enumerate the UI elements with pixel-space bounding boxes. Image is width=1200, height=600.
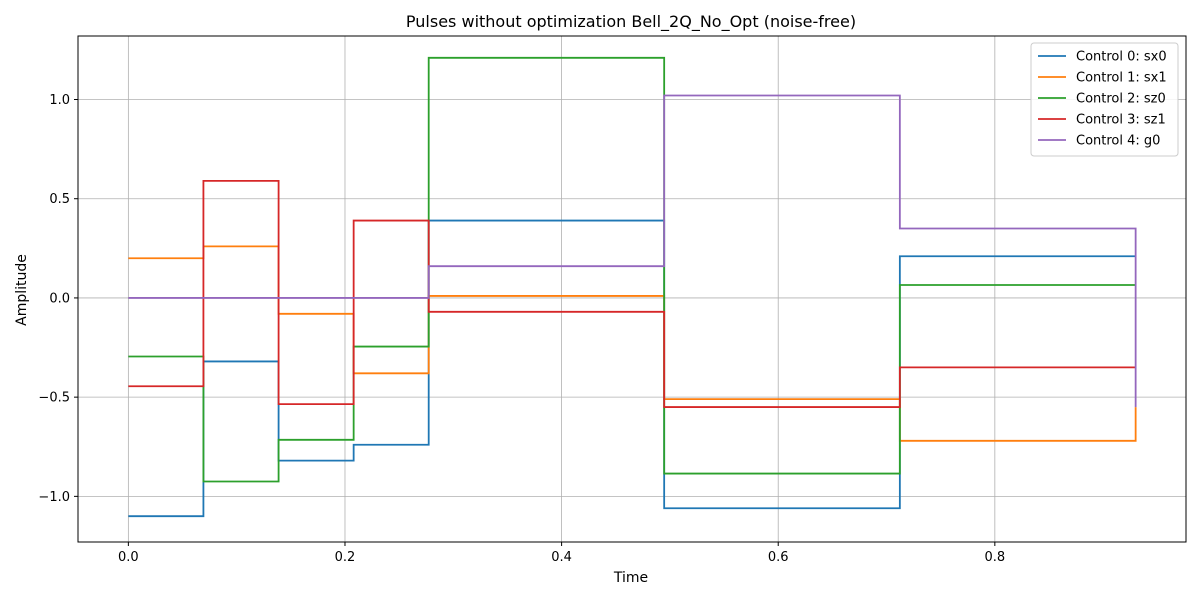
legend-label-3: Control 3: sz1 xyxy=(1076,113,1166,128)
x-tick-label: 0.8 xyxy=(984,550,1005,565)
series-line-control-4 xyxy=(128,94,1137,408)
y-axis-label: Amplitude xyxy=(14,254,30,326)
legend-label-1: Control 1: sx1 xyxy=(1076,71,1167,86)
legend-label-0: Control 0: sx0 xyxy=(1076,50,1167,65)
series-line-control-0 xyxy=(128,219,1136,518)
tick-layer: 0.0 0.2 0.4 0.6 0.8 −1.0 −0.5 0.0 0.5 1.0 xyxy=(38,93,1005,565)
plot-frame xyxy=(77,35,1187,543)
y-tick-label: 1.0 xyxy=(49,93,70,108)
y-tick-label: 0.5 xyxy=(49,192,70,207)
y-tick-label: −1.0 xyxy=(38,490,70,505)
series-line-control-3 xyxy=(128,179,1136,408)
x-tick-label: 0.6 xyxy=(768,550,789,565)
series-layer xyxy=(128,56,1137,518)
x-tick-label: 0.2 xyxy=(335,550,356,565)
x-tick-label: 0.4 xyxy=(551,550,572,565)
legend-label-2: Control 2: sz0 xyxy=(1076,92,1166,107)
legend-label-4: Control 4: g0 xyxy=(1076,134,1160,149)
chart-title: Pulses without optimization Bell_2Q_No_O… xyxy=(406,12,856,32)
y-tick-label: −0.5 xyxy=(38,391,70,406)
legend-box xyxy=(1030,42,1179,157)
series-line-control-2 xyxy=(128,56,1136,483)
x-tick-label: 0.0 xyxy=(118,550,139,565)
x-axis-label: Time xyxy=(613,570,648,586)
grid-layer xyxy=(78,36,1186,542)
legend: Control 0: sx0 Control 1: sx1 Control 2: s… xyxy=(1030,42,1179,157)
y-tick-label: 0.0 xyxy=(49,291,70,306)
